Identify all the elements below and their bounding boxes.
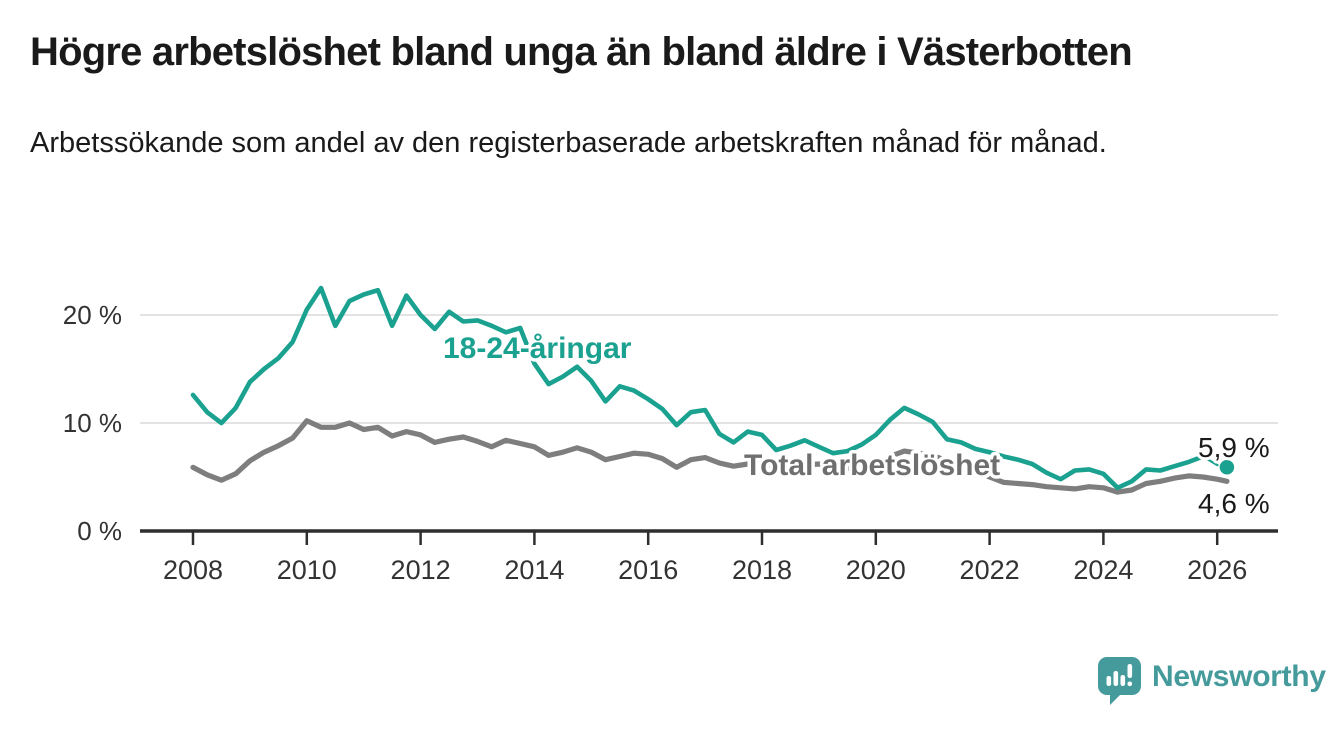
x-axis-tick-label: 2018 — [732, 555, 792, 585]
end-value-label-youth: 5,9 % — [1198, 432, 1270, 463]
newsworthy-logo: Newsworthy — [1098, 656, 1326, 706]
y-axis-tick-label: 20 % — [63, 300, 122, 330]
chart-subtitle: Arbetssökande som andel av den registerb… — [30, 127, 1107, 159]
end-value-label-total: 4,6 % — [1198, 488, 1270, 519]
x-axis-tick-label: 2020 — [846, 555, 906, 585]
series-line-total — [190, 418, 1230, 495]
x-axis-tick-label: 2008 — [163, 555, 223, 585]
y-axis-tick-label: 10 % — [63, 408, 122, 438]
x-axis-tick-label: 2012 — [391, 555, 451, 585]
x-axis-tick-label: 2010 — [277, 555, 337, 585]
series-label-youth: 18-24-åringar — [443, 332, 632, 365]
y-axis-tick-label: 0 % — [77, 516, 122, 546]
newsworthy-logo-icon — [1098, 657, 1141, 705]
series-label-total: Total arbetslöshet — [744, 449, 1000, 482]
series-end-dot-youth — [1218, 458, 1236, 477]
x-axis-tick-label: 2022 — [960, 555, 1020, 585]
x-axis-tick-label: 2026 — [1187, 555, 1247, 585]
x-axis-tick-label: 2024 — [1073, 555, 1133, 585]
x-axis-tick-label: 2016 — [618, 555, 678, 585]
series-line-youth — [190, 285, 1206, 491]
chart-title: Högre arbetslöshet bland unga än bland ä… — [30, 30, 1133, 74]
x-axis-tick-label: 2014 — [504, 555, 564, 585]
newsworthy-logo-text: Newsworthy — [1152, 660, 1326, 693]
